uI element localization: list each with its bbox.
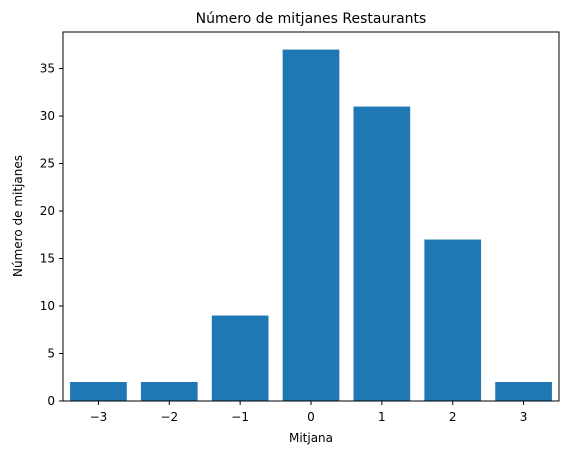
chart-title: Número de mitjanes Restaurants: [196, 11, 427, 27]
y-tick-label: 0: [47, 394, 55, 408]
x-tick-label: 0: [307, 410, 315, 424]
y-tick-label: 15: [40, 252, 55, 266]
y-ticks: 0 5 10 15 20 25 30 35: [40, 62, 63, 408]
x-tick-label: 1: [378, 410, 386, 424]
bar: [353, 106, 411, 401]
y-tick-label: 20: [40, 204, 55, 218]
y-tick-label: 25: [40, 157, 55, 171]
bar: [495, 382, 552, 401]
y-tick-label: 5: [47, 347, 55, 361]
bar: [282, 49, 340, 401]
bar: [424, 239, 482, 401]
x-tick-label: 2: [449, 410, 457, 424]
x-ticks: −3 −2 −1 0 1 2 3: [90, 401, 528, 424]
y-tick-label: 30: [40, 109, 55, 123]
bars-layer: [70, 49, 552, 401]
x-tick-label: 3: [520, 410, 528, 424]
y-tick-label: 10: [40, 299, 55, 313]
x-axis-label: Mitjana: [289, 431, 333, 445]
x-tick-label: −2: [160, 410, 178, 424]
x-tick-label: −3: [90, 410, 108, 424]
y-axis-label: Número de mitjanes: [11, 155, 25, 277]
plot-frame: [62, 31, 560, 402]
bar: [70, 382, 127, 401]
x-tick-label: −1: [231, 410, 249, 424]
bar: [140, 382, 198, 401]
bar: [211, 315, 269, 401]
y-tick-label: 35: [40, 62, 55, 76]
